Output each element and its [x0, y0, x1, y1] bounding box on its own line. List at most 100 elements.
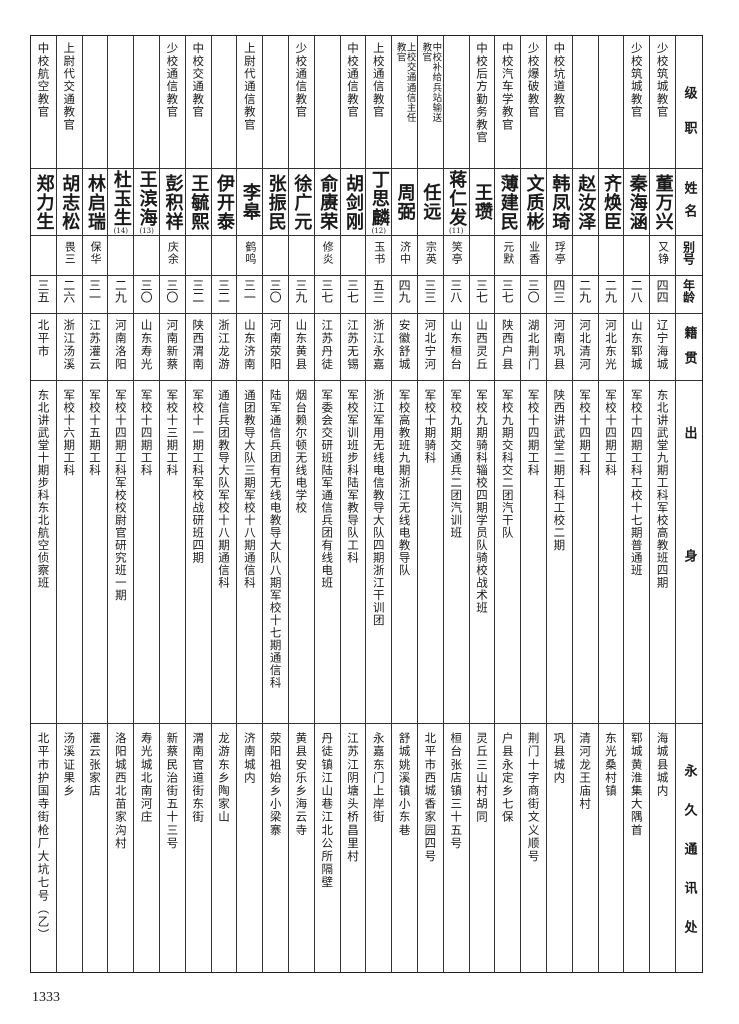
rank-cell: [108, 36, 134, 169]
header-origin: 籍贯: [675, 314, 702, 381]
name-cell: 杜玉生 (14): [108, 169, 134, 236]
name-text: 杜玉生: [110, 169, 132, 227]
origin-cell: 辽宁海城: [650, 314, 675, 381]
education-text: 军校十四期工科: [526, 389, 541, 477]
table-row: 中校交通教官 王毓熙 三二 陕西渭南 军校十一期工科军校战研班四期 渭南官道街东街: [184, 36, 211, 972]
origin-cell: 江苏丹徒: [314, 314, 340, 381]
table-row: 蒋仁发 (11) 笑亭 三八 山东桓台 军校九期交通兵二团汽训班 桓台张店镇三十五号: [442, 36, 469, 972]
age-text: 三八: [448, 279, 463, 303]
alias-text: 鹤鸣: [243, 241, 257, 265]
alias-cell: [211, 236, 237, 276]
education-text: 军校十期骑科: [423, 389, 438, 464]
address-text: 黄县安乐乡海云寺: [294, 732, 309, 837]
rank-cell: 上尉代交通教官: [56, 36, 82, 169]
origin-text: 山东郓城: [629, 319, 644, 371]
table-row: 中校航空教官 郑力生 三五 北平市 东北讲武堂十期步科东北航空侦察班 北平市护国寺街枪厂大…: [31, 36, 56, 972]
age-text: 二九: [577, 279, 592, 303]
rank-text: 上尉代交通教官: [62, 42, 77, 131]
age-text: 三二: [216, 279, 231, 303]
age-cell: 三〇: [263, 276, 289, 314]
age-text: 三〇: [268, 279, 283, 303]
table-row: 林启瑞 保华 三一 江苏灌云 军校十五期工科 灌云张家店: [81, 36, 108, 972]
address-cell: 北平市西城香家园四号: [418, 724, 443, 972]
alias-cell: [263, 236, 289, 276]
age-cell: 二九: [108, 276, 134, 314]
age-text: 三〇: [164, 279, 179, 303]
age-text: 二九: [603, 279, 618, 303]
education-cell: 军校九期骑科辎校四期学员队骑校战术班: [469, 381, 495, 724]
age-text: 三一: [242, 279, 257, 303]
rank-cell: 少校通信教官: [289, 36, 314, 169]
address-cell: 巩县城内: [547, 724, 572, 972]
education-cell: 军校十六期工科: [56, 381, 82, 724]
rank-text: 上校通信教官: [371, 42, 386, 119]
rank-cell: 少校通信教官: [160, 36, 185, 169]
name-cell: 丁思麟 (12): [366, 169, 392, 236]
rank-cell: 上尉代通信教官: [237, 36, 263, 169]
origin-text: 山东黄县: [294, 319, 309, 371]
address-text: 汤溪证果乡: [62, 732, 77, 798]
footnote-marker: (11): [449, 226, 464, 235]
education-cell: 军校十五期工科: [82, 381, 108, 724]
name-text: 胡志松: [59, 173, 81, 231]
alias-cell: 琈亭: [546, 236, 572, 276]
education-cell: 军校十四期工科: [134, 381, 160, 724]
address-text: 丹徒镇江山巷江北公所隔壁: [320, 732, 335, 890]
address-text: 郓城黄淮集大隅首: [629, 732, 644, 837]
name-text: 王滨海: [136, 169, 158, 227]
name-text: 蒋仁发: [446, 169, 468, 227]
origin-text: 江苏无锡: [346, 319, 360, 371]
education-text: 军校九期交科交二团汽干队: [500, 389, 515, 539]
address-text: 永嘉东门上岸街: [371, 732, 386, 824]
table-row: 上尉代通信教官 李皋 鹤鸣 三一 山东济南 通团教导大队三期军校十八期通信科 济南城内: [236, 36, 263, 972]
origin-text: 山东济南: [242, 319, 257, 371]
table-row: 齐焕臣 二九 河北东光 军校十四期工科 东光桑村镇: [597, 36, 624, 972]
origin-cell: 河北东光: [598, 314, 624, 381]
origin-cell: 山东郓城: [624, 314, 650, 381]
address-text: 巩县城内: [552, 732, 567, 785]
rank-cell: [263, 36, 289, 169]
origin-cell: 山东桓台: [443, 314, 469, 381]
age-cell: 三七: [314, 276, 340, 314]
education-cell: 东北讲武堂九期工科军校高教班四期: [650, 381, 675, 724]
age-text: 三〇: [139, 279, 154, 303]
age-text: 四三: [551, 279, 566, 303]
rank-cell: 上校通信教官: [366, 36, 392, 169]
address-cell: 清河龙王庙村: [573, 724, 598, 972]
address-text: 济南城内: [242, 732, 257, 785]
education-text: 军校九期骑科辎校四期学员队骑校战术班: [474, 389, 489, 614]
age-cell: 五三: [366, 276, 392, 314]
name-cell: 胡剑刚: [340, 169, 366, 236]
header-age: 年龄: [675, 276, 702, 314]
education-text: 军校十四期工科: [603, 389, 618, 477]
address-cell: 江苏江阴塘头桥昌里村: [341, 724, 366, 972]
age-text: 三〇: [526, 279, 541, 303]
table-row: 杜玉生 (14) 二九 河南洛阳 军校十四期工科军校校尉官研究班一期 洛阳城西北苗家沟村: [107, 36, 134, 972]
education-cell: 军校十四期工科: [521, 381, 546, 724]
education-text: 浙江军用无线电信教导大队四期浙江干训团: [371, 389, 386, 627]
address-text: 渭南官道街东街: [191, 732, 206, 824]
education-cell: 军校军训班步科陆军教导队工科: [340, 381, 366, 724]
age-cell: 三五: [31, 276, 56, 314]
name-text: 林启瑞: [85, 173, 107, 231]
rank-cell: [314, 36, 340, 169]
name-cell: 王瓒: [469, 169, 495, 236]
name-text: 秦海涵: [626, 173, 648, 231]
address-text: 东光桑村镇: [603, 732, 618, 798]
address-text: 北平市护国寺街枪厂大坑七号（乙）: [36, 732, 51, 942]
origin-cell: 北平市: [31, 314, 56, 381]
name-cell: 伊开泰: [211, 169, 237, 236]
rank-text: 中校汽车学教官: [500, 42, 515, 131]
header-alias: 别号: [675, 236, 702, 276]
alias-cell: [108, 236, 134, 276]
origin-cell: 浙江永嘉: [366, 314, 392, 381]
alias-cell: 鹤鸣: [237, 236, 263, 276]
rank-cell: 中校坑道教官: [546, 36, 572, 169]
education-text: 陕西讲武堂二期工科工校二期: [552, 389, 567, 552]
rank-cell: [598, 36, 624, 169]
age-cell: 四三: [546, 276, 572, 314]
rank-cell: 中校航空教官: [31, 36, 56, 169]
table-row: 赵汝泽 二九 河北清河 军校十四期工科 清河龙王庙村: [571, 36, 598, 972]
address-text: 荥阳祖始乡小梁寨: [268, 732, 283, 837]
table-row: 上尉代交通教官 胡志松 畏三 二六 浙江汤溪 军校十六期工科 汤溪证果乡: [55, 36, 82, 972]
